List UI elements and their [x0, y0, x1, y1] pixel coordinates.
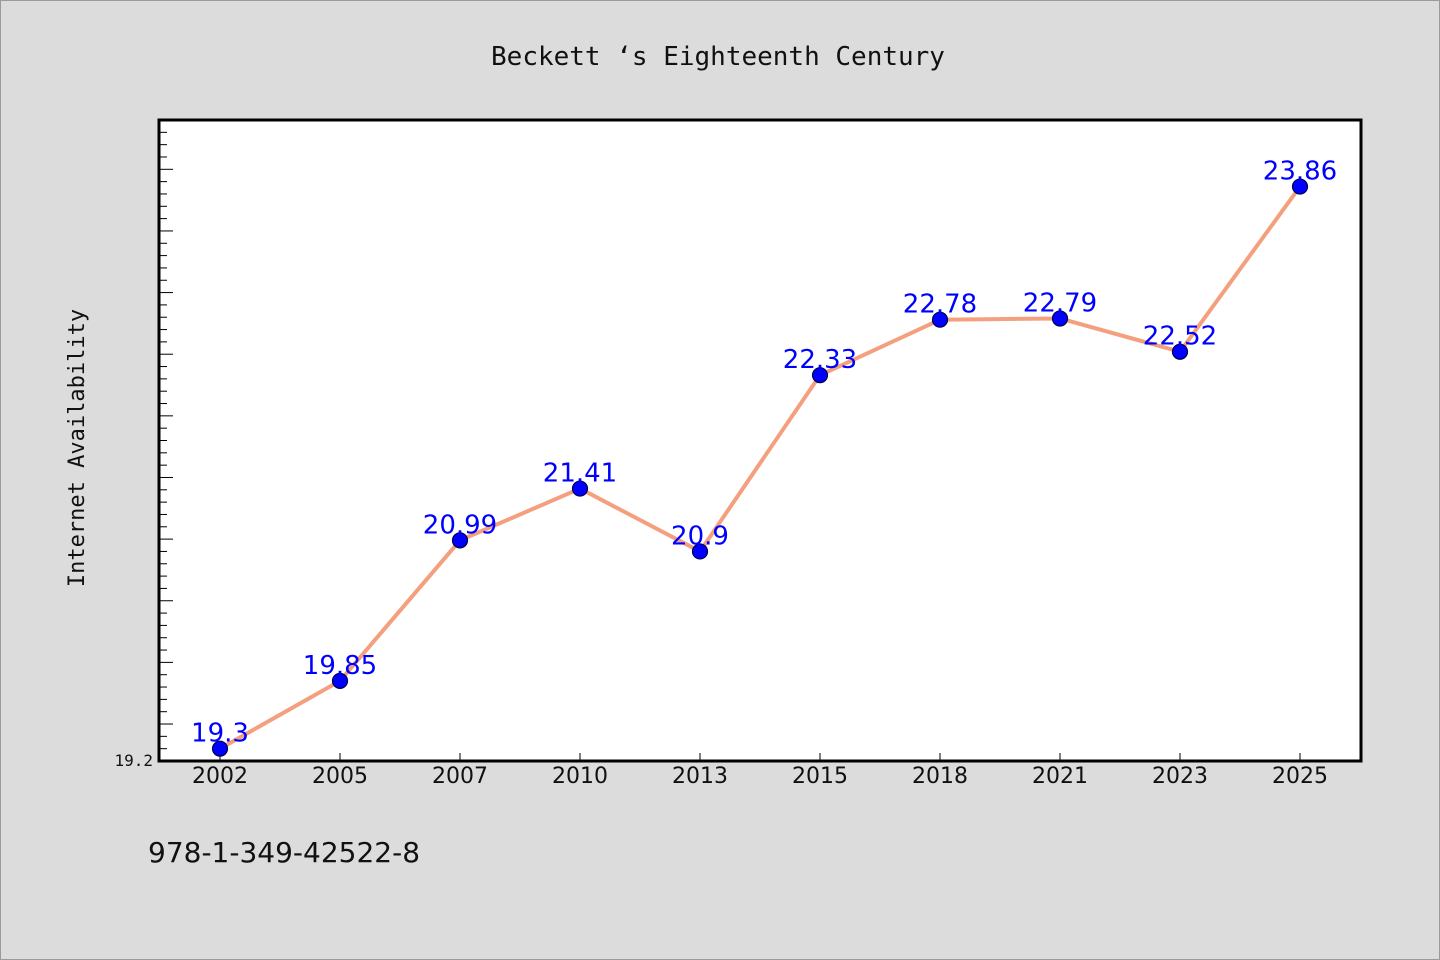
series-markers: [211, 178, 1309, 757]
data-point: [451, 532, 469, 549]
data-point: [211, 740, 229, 757]
data-point: [1171, 343, 1189, 360]
x-axis-tick-labels: 2002 2005 2007 2010 2013 2015 2018 2021 2023 2025: [192, 764, 1328, 789]
x-tick-label: 2015: [792, 764, 848, 789]
data-label: 19.3: [191, 719, 249, 749]
series-line: [219, 185, 1302, 751]
data-point: [571, 480, 589, 497]
series-line-group: [219, 185, 1302, 751]
data-point: [331, 672, 349, 689]
data-point: [1291, 178, 1309, 195]
data-point: [1051, 310, 1069, 327]
chart-title: Beckett ‘s Eighteenth Century: [491, 42, 945, 72]
data-label: 22.79: [1023, 288, 1097, 318]
x-tick-label: 2018: [912, 764, 968, 789]
data-label: 22.33: [783, 345, 857, 375]
x-tick-label: 2002: [192, 764, 248, 789]
data-point: [811, 367, 829, 384]
data-point: [691, 543, 709, 560]
x-tick-label: 2010: [552, 764, 608, 789]
data-point: [931, 311, 949, 328]
plot-border: [157, 118, 1363, 763]
data-label: 22.78: [903, 290, 977, 320]
y-tick-label: 19.2: [114, 751, 153, 770]
data-label: 20.99: [423, 510, 497, 540]
data-label: 23.86: [1263, 157, 1337, 187]
x-tick-label: 2013: [672, 764, 728, 789]
x-tick-label: 2021: [1032, 764, 1088, 789]
data-labels: 19.3 19.85 20.99 21.41 20.9 22.33 22.78 22.79 22…: [191, 157, 1337, 749]
isbn-text: 978-1-349-42522-8: [148, 836, 420, 869]
data-label: 21.41: [543, 459, 617, 489]
x-tick-label: 2025: [1272, 764, 1328, 789]
y-axis-tick-labels: 19.2: [114, 751, 153, 770]
plot-area: [159, 120, 1361, 761]
x-tick-label: 2007: [432, 764, 488, 789]
data-label: 20.9: [671, 521, 729, 551]
x-tick-label: 2023: [1152, 764, 1208, 789]
y-axis-label: Internet Availability: [65, 309, 90, 587]
x-tick-label: 2005: [312, 764, 368, 789]
data-label: 19.85: [303, 651, 377, 681]
data-label: 22.52: [1143, 322, 1217, 352]
